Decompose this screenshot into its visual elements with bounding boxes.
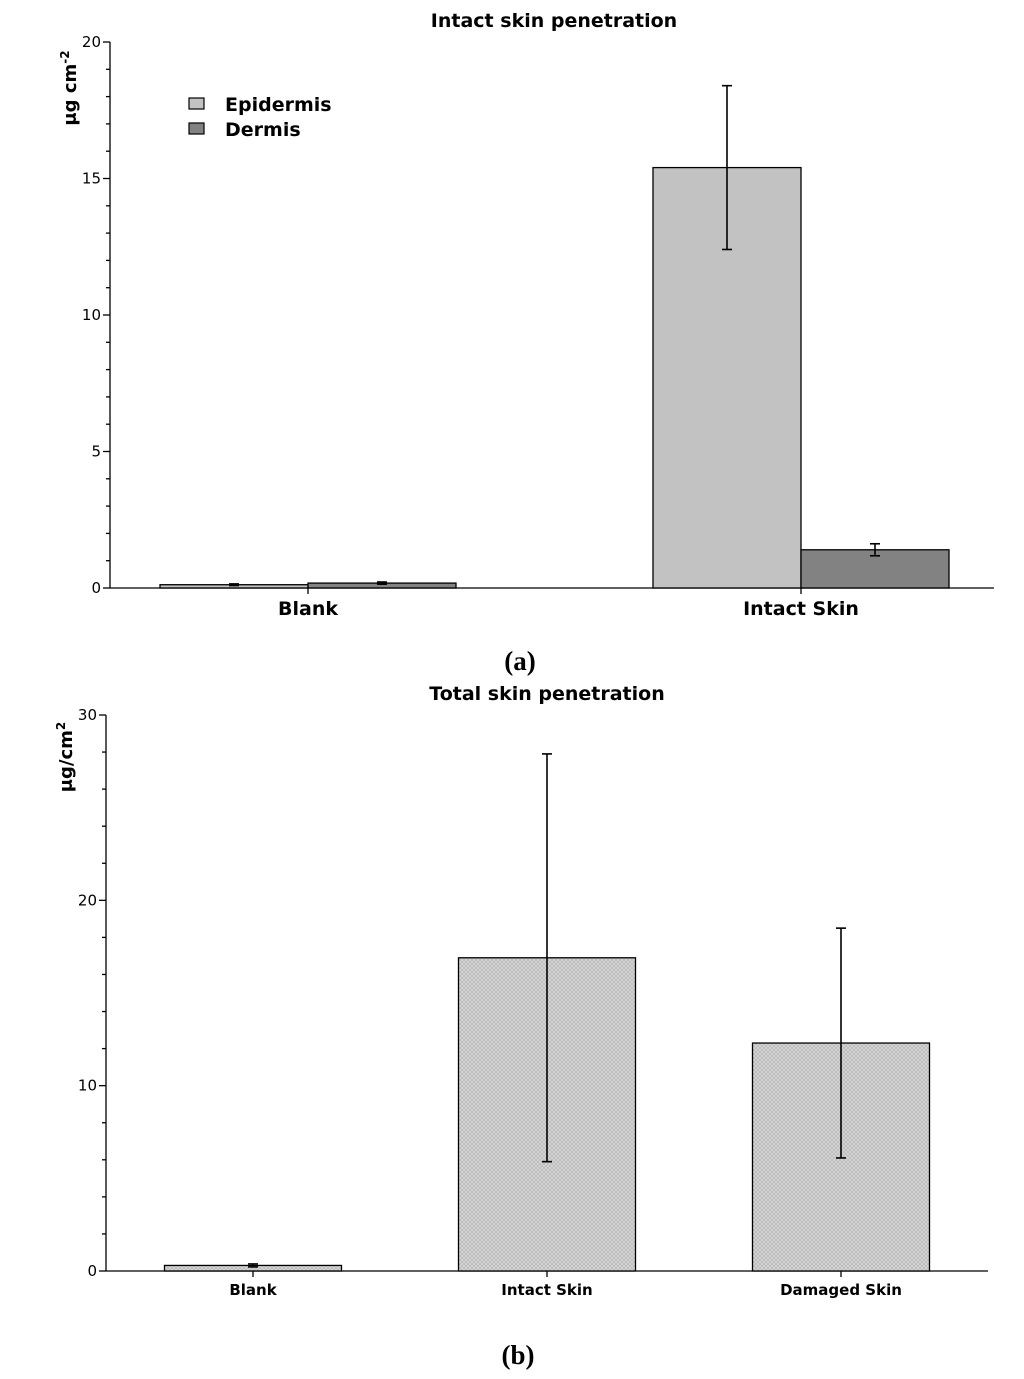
chart-a-legend: Epidermis Dermis	[188, 94, 332, 141]
panel-label-a: (a)	[504, 646, 535, 676]
chart-b-y-tick-label: 20	[78, 891, 97, 909]
chart-a-y-tick-label: 5	[91, 443, 101, 461]
chart-a-y-axis-label-sup: -2	[58, 50, 72, 63]
chart-b-y-tick-label: 30	[78, 706, 97, 724]
legend-swatch-epidermis	[188, 97, 205, 110]
chart-a-category-labels: Blank Intact Skin	[278, 588, 859, 620]
chart-b-y-axis-label-text: μg/cm	[56, 730, 77, 792]
chart-a-y-tick-label: 20	[82, 33, 101, 51]
chart-a-x-tick-label: Intact Skin	[743, 598, 859, 620]
chart-b-title: Total skin penetration	[429, 683, 664, 705]
svg-text:μg cm-2: μg cm-2	[58, 50, 81, 125]
chart-a-axes: 0 5 10 15 20	[82, 33, 994, 597]
chart-a-y-axis-label-text: μg cm	[60, 64, 81, 126]
chart-b-category-labels: Blank Intact Skin Damaged Skin	[229, 1271, 902, 1299]
chart-a-y-tick-label: 0	[91, 579, 101, 597]
chart-a-y-tick-label: 15	[82, 170, 101, 188]
legend-label-epidermis: Epidermis	[225, 94, 332, 116]
panel-label-b: (b)	[502, 1340, 535, 1370]
chart-b-x-tick-label: Blank	[229, 1281, 277, 1299]
chart-b-y-axis-label-sup: 2	[54, 722, 68, 730]
chart-a-y-axis-label: μg cm-2	[58, 50, 81, 125]
legend-swatch-dermis	[188, 122, 205, 135]
chart-b-x-tick-label: Damaged Skin	[780, 1281, 902, 1299]
svg-text:μg/cm2: μg/cm2	[54, 722, 77, 793]
legend-label-dermis: Dermis	[225, 119, 301, 141]
chart-a-y-tick-label: 10	[82, 306, 101, 324]
chart-a-x-tick-label: Blank	[278, 598, 338, 620]
chart-b-y-tick-label: 10	[78, 1077, 97, 1095]
chart-b: Total skin penetration μg/cm2 0 10 20 30 Bl…	[54, 683, 988, 1370]
chart-a: Intact skin penetration μg cm-2 0 5 10 15 20…	[58, 10, 994, 676]
chart-b-x-tick-label: Intact Skin	[501, 1281, 592, 1299]
chart-a-bars	[159, 84, 950, 589]
chart-b-bars	[163, 753, 931, 1272]
chart-b-y-tick-label: 0	[87, 1262, 97, 1280]
chart-b-y-axis-label: μg/cm2	[54, 722, 77, 793]
chart-a-title: Intact skin penetration	[431, 10, 677, 32]
